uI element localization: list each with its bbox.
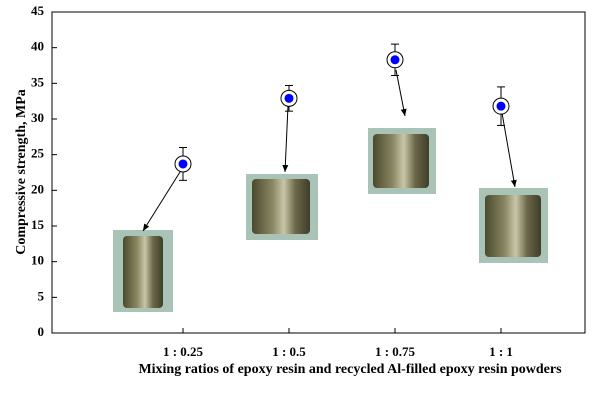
x-tick-label: 1 : 0.75	[375, 344, 416, 359]
y-axis-label: Compressive strength, MPa	[14, 89, 29, 255]
plot-frame	[51, 11, 586, 334]
y-tick-label: 45	[31, 3, 45, 18]
point	[390, 55, 400, 65]
point	[496, 101, 506, 111]
y-tick-label: 5	[38, 288, 45, 303]
point	[178, 159, 188, 169]
x-axis-label: Mixing ratios of epoxy resin and recycle…	[138, 362, 562, 377]
y-tick-label: 25	[31, 146, 45, 161]
x-tick-label: 1 : 1	[489, 344, 513, 359]
arrows	[142, 69, 517, 232]
y-tick-label: 30	[31, 110, 44, 125]
y-tick-label: 0	[38, 324, 45, 339]
x-tick-label: 1 : 0.5	[272, 344, 306, 359]
x-tick-label: 1 : 0.25	[163, 344, 204, 359]
y-tick-label: 35	[31, 74, 45, 89]
y-tick-label: 10	[31, 253, 44, 268]
y-tick-label: 40	[31, 39, 44, 54]
point	[284, 93, 294, 103]
y-tick-label: 15	[31, 217, 45, 232]
y-tick-label: 20	[31, 181, 44, 196]
specimen-photos	[113, 128, 548, 312]
